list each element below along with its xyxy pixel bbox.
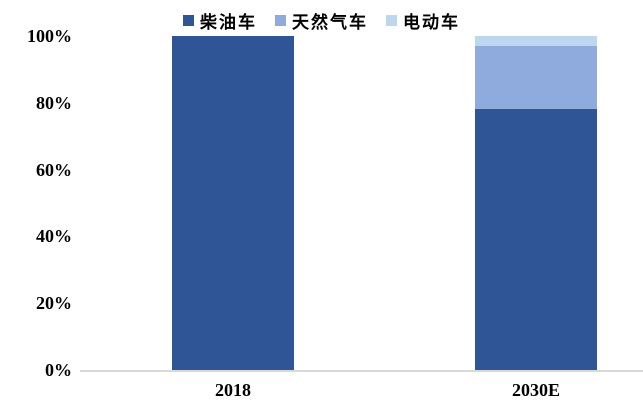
y-tick-label: 60% <box>36 159 72 180</box>
plot-area <box>80 36 643 372</box>
bar-segment-柴油车 <box>475 109 597 370</box>
bar-segment-电动车 <box>475 36 597 47</box>
legend-swatch-icon <box>183 15 194 26</box>
bar-segment-天然气车 <box>475 46 597 110</box>
bar-group-2018 <box>172 36 294 370</box>
y-tick-label: 80% <box>36 92 72 113</box>
y-axis: 0% 20% 40% 60% 80% 100% <box>0 26 72 380</box>
legend-swatch-icon <box>275 15 286 26</box>
x-axis-line <box>80 370 643 372</box>
y-tick-label: 0% <box>45 360 72 380</box>
y-tick-label: 40% <box>36 226 72 247</box>
bar-segment-柴油车 <box>172 36 294 370</box>
legend-label: 天然气车 <box>292 13 368 32</box>
legend-swatch-icon <box>386 15 397 26</box>
chart-legend: 柴油车 天然气车 电动车 <box>0 8 643 33</box>
x-axis: 2018 2030E <box>0 378 643 406</box>
legend-item-2: 电动车 <box>386 8 460 33</box>
legend-label: 电动车 <box>403 13 460 32</box>
bar-group-2030E <box>475 36 597 370</box>
y-tick-label: 20% <box>36 293 72 314</box>
legend-item-0: 柴油车 <box>183 8 257 33</box>
y-tick-label: 100% <box>27 26 72 46</box>
legend-item-1: 天然气车 <box>275 8 368 33</box>
x-tick-label-2018: 2018 <box>215 380 251 400</box>
x-tick-label-2030E: 2030E <box>511 380 560 400</box>
legend-label: 柴油车 <box>200 13 257 32</box>
